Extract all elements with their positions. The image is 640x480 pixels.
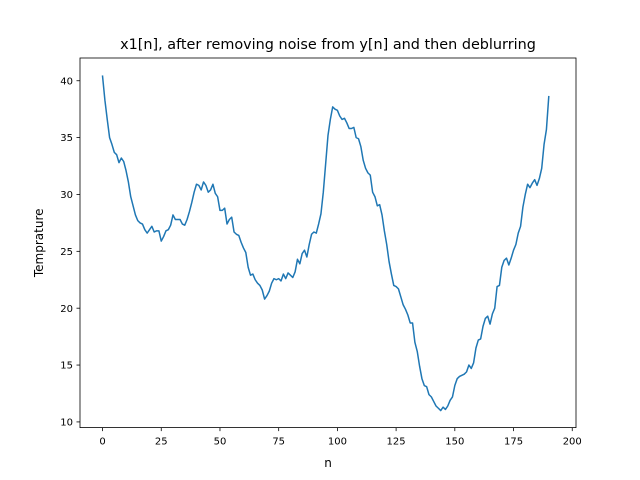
x-tick-label: 25: [155, 437, 168, 448]
x-tick-label: 50: [214, 437, 227, 448]
x-tick-label: 200: [563, 437, 582, 448]
x-axis-label: n: [324, 456, 332, 470]
x-tick-label: 175: [504, 437, 523, 448]
x-tick-label: 0: [99, 437, 105, 448]
x-axis-ticks: 0 25 50 75 100 125 150 175 200: [99, 427, 582, 448]
y-tick-label: 35: [60, 133, 73, 144]
series-line: [101, 75, 550, 412]
x-tick-label: 100: [328, 437, 347, 448]
y-tick-label: 20: [60, 304, 73, 315]
y-tick-label: 30: [60, 190, 73, 201]
axes-frame: [79, 57, 577, 429]
y-tick-label: 25: [60, 247, 73, 258]
chart-title: x1[n], after removing noise from y[n] an…: [120, 37, 536, 53]
y-tick-label: 10: [60, 418, 73, 429]
x-tick-label: 150: [445, 437, 464, 448]
y-axis-label: Temprature: [32, 208, 46, 278]
y-tick-label: 15: [60, 361, 73, 372]
plot-area: [101, 75, 550, 412]
x-tick-label: 75: [272, 437, 285, 448]
y-tick-label: 40: [60, 76, 73, 87]
y-axis-ticks: 10 15 20 25 30 35 40: [60, 76, 80, 429]
x-tick-label: 125: [387, 437, 406, 448]
